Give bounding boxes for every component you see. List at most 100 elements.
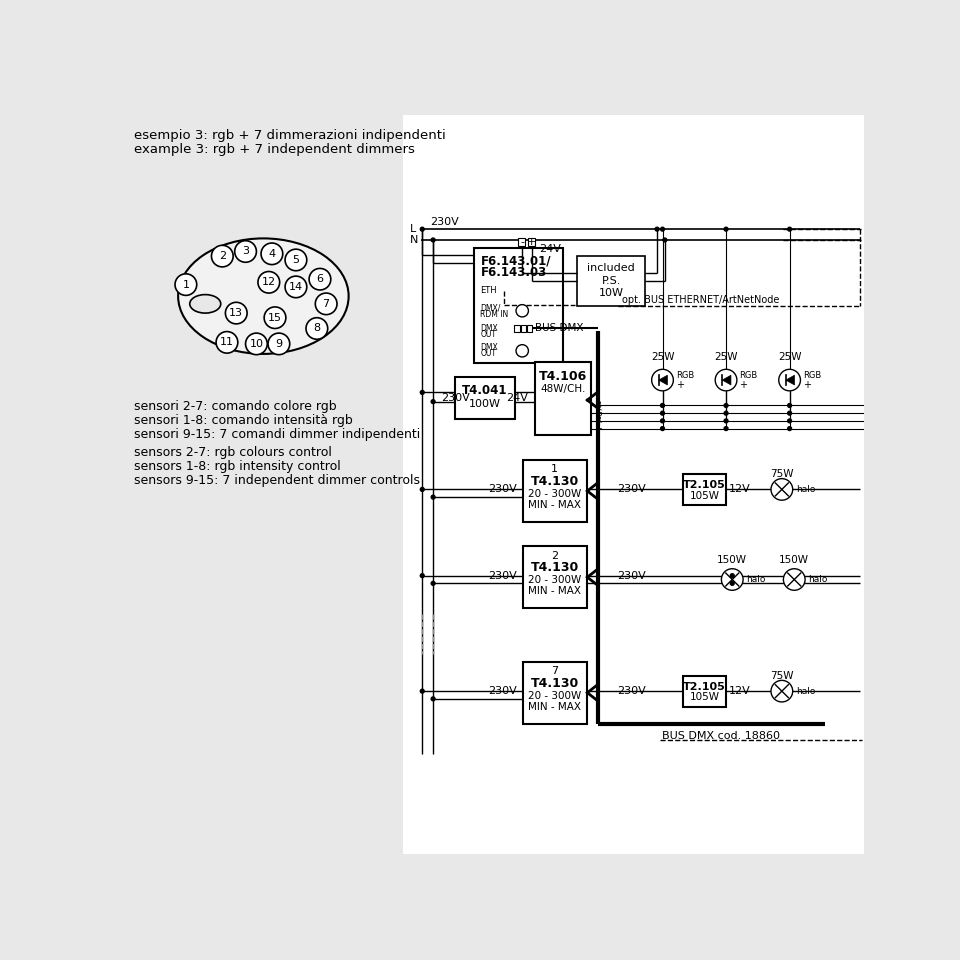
Polygon shape bbox=[786, 375, 795, 385]
Text: 13: 13 bbox=[229, 308, 243, 318]
Circle shape bbox=[724, 228, 728, 231]
Text: -: - bbox=[520, 237, 524, 248]
Circle shape bbox=[315, 293, 337, 315]
Text: RGB: RGB bbox=[676, 371, 694, 380]
Bar bbox=[523, 661, 587, 724]
Circle shape bbox=[663, 238, 667, 242]
Circle shape bbox=[660, 419, 664, 422]
Text: 48W/CH.: 48W/CH. bbox=[540, 384, 586, 395]
Text: 20 - 300W: 20 - 300W bbox=[528, 691, 582, 701]
Text: 9: 9 bbox=[276, 339, 282, 348]
Text: halo: halo bbox=[808, 575, 828, 584]
Circle shape bbox=[787, 228, 792, 231]
Text: sensors 1-8: rgb intensity control: sensors 1-8: rgb intensity control bbox=[134, 460, 341, 473]
Text: 3: 3 bbox=[242, 247, 249, 256]
Circle shape bbox=[652, 370, 673, 391]
Circle shape bbox=[731, 582, 734, 586]
Text: 20 - 300W: 20 - 300W bbox=[528, 489, 582, 499]
Circle shape bbox=[420, 488, 424, 492]
Text: 230V: 230V bbox=[617, 570, 646, 581]
Text: T4.130: T4.130 bbox=[531, 475, 579, 489]
Text: DMX: DMX bbox=[480, 324, 498, 333]
Text: halo: halo bbox=[796, 485, 815, 493]
Bar bbox=[536, 362, 591, 435]
Circle shape bbox=[216, 331, 238, 353]
Circle shape bbox=[431, 495, 435, 499]
Text: 25W: 25W bbox=[714, 351, 738, 362]
Text: +: + bbox=[803, 380, 811, 390]
Text: 150W: 150W bbox=[717, 555, 747, 565]
Text: 24V: 24V bbox=[540, 244, 562, 254]
Text: 12: 12 bbox=[262, 277, 276, 287]
Text: 7: 7 bbox=[323, 299, 329, 309]
Text: MIN - MAX: MIN - MAX bbox=[528, 500, 581, 510]
Circle shape bbox=[420, 391, 424, 395]
Circle shape bbox=[660, 403, 664, 407]
Circle shape bbox=[226, 302, 247, 324]
Polygon shape bbox=[722, 375, 731, 385]
Text: T4.041: T4.041 bbox=[463, 384, 508, 397]
Text: L: L bbox=[410, 225, 416, 234]
Circle shape bbox=[721, 568, 743, 590]
Text: 20 - 300W: 20 - 300W bbox=[528, 575, 582, 586]
Circle shape bbox=[420, 689, 424, 693]
Text: 2: 2 bbox=[551, 551, 559, 561]
Text: +: + bbox=[739, 380, 747, 390]
Text: 1: 1 bbox=[182, 279, 189, 290]
Text: 11: 11 bbox=[220, 337, 234, 348]
Circle shape bbox=[724, 411, 728, 415]
Text: R: R bbox=[595, 417, 601, 425]
Text: MIN - MAX: MIN - MAX bbox=[528, 702, 581, 711]
Text: RDM IN: RDM IN bbox=[480, 310, 509, 319]
Text: T4.130: T4.130 bbox=[531, 562, 579, 574]
Circle shape bbox=[420, 228, 424, 231]
Text: 105W: 105W bbox=[689, 692, 719, 703]
Bar bbox=[577, 256, 645, 306]
Text: 75W: 75W bbox=[770, 671, 794, 681]
Bar bbox=[527, 324, 532, 331]
Text: example 3: rgb + 7 independent dimmers: example 3: rgb + 7 independent dimmers bbox=[134, 143, 415, 156]
Text: 12V: 12V bbox=[730, 686, 751, 696]
Circle shape bbox=[516, 345, 528, 357]
Circle shape bbox=[258, 272, 279, 293]
Circle shape bbox=[261, 243, 283, 265]
Circle shape bbox=[431, 238, 435, 242]
Text: B: B bbox=[595, 401, 601, 410]
Circle shape bbox=[309, 269, 331, 290]
Bar bbox=[683, 474, 726, 505]
Text: T4.106: T4.106 bbox=[540, 371, 588, 383]
Circle shape bbox=[516, 304, 528, 317]
Bar bbox=[474, 248, 564, 363]
Text: halo: halo bbox=[796, 686, 815, 696]
Polygon shape bbox=[659, 375, 667, 385]
Text: 24V: 24V bbox=[506, 393, 528, 403]
Text: +: + bbox=[527, 237, 537, 248]
Text: 230V: 230V bbox=[488, 485, 516, 494]
Text: 6: 6 bbox=[317, 275, 324, 284]
Text: sensors 2-7: rgb colours control: sensors 2-7: rgb colours control bbox=[134, 446, 332, 459]
Bar bbox=[120, 115, 403, 854]
Circle shape bbox=[779, 370, 801, 391]
Text: +: + bbox=[595, 424, 602, 433]
Bar bbox=[455, 377, 516, 420]
Text: 230V: 230V bbox=[617, 686, 646, 696]
Text: 105W: 105W bbox=[689, 491, 719, 500]
Bar bbox=[515, 324, 520, 331]
Text: 2: 2 bbox=[219, 252, 226, 261]
Text: sensori 1-8: comando intensità rgb: sensori 1-8: comando intensità rgb bbox=[134, 414, 352, 427]
Circle shape bbox=[783, 568, 805, 590]
Text: 10: 10 bbox=[250, 339, 263, 348]
Circle shape bbox=[787, 419, 792, 422]
Text: sensori 9-15: 7 comandi dimmer indipendenti: sensori 9-15: 7 comandi dimmer indipende… bbox=[134, 428, 420, 441]
Text: 230V: 230V bbox=[488, 686, 516, 696]
Circle shape bbox=[420, 574, 424, 578]
Text: 100W: 100W bbox=[469, 399, 501, 409]
Text: 12V: 12V bbox=[730, 485, 751, 494]
Text: MIN - MAX: MIN - MAX bbox=[528, 586, 581, 596]
Text: 230V: 230V bbox=[430, 217, 459, 227]
Text: 14: 14 bbox=[289, 282, 303, 292]
Text: G: G bbox=[595, 409, 602, 418]
Text: F6.143.01/: F6.143.01/ bbox=[480, 255, 551, 268]
Text: 4: 4 bbox=[269, 249, 276, 259]
Circle shape bbox=[660, 411, 664, 415]
